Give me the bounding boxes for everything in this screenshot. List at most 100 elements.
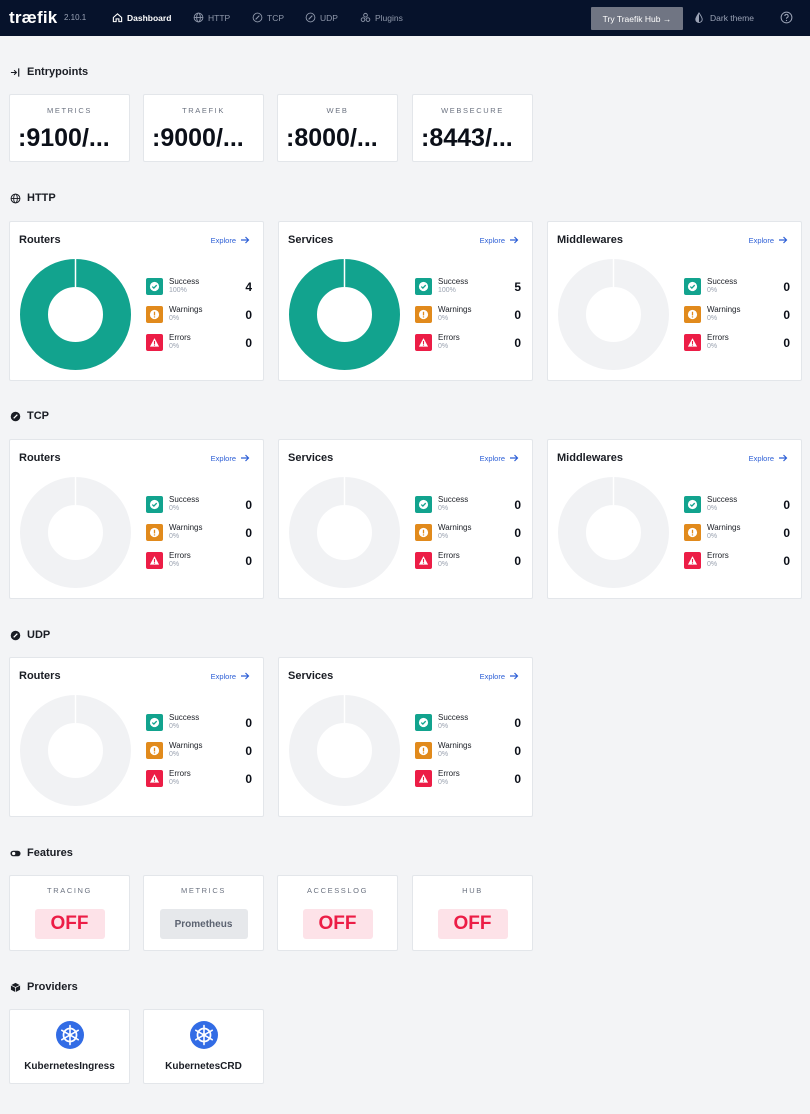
legend-label: Warnings (169, 523, 203, 532)
errors-badge (415, 334, 432, 351)
arrow-right-icon (510, 236, 519, 244)
legend-percent: 0% (707, 343, 718, 350)
feature-label: HUB (462, 886, 483, 895)
legend-warnings: Warnings 0% 0 (146, 304, 252, 326)
nav-tcp-label: TCP (267, 12, 284, 23)
legend-label: Errors (707, 333, 729, 342)
legend-percent: 0% (169, 343, 180, 350)
explore-label: Explore (479, 671, 505, 681)
entrypoint-address: :9100/... (18, 124, 110, 152)
traefik-logo[interactable]: træfik (9, 8, 58, 27)
alert-triangle-icon (687, 338, 698, 347)
legend-label: Success (438, 713, 469, 722)
warnings-badge (684, 524, 701, 541)
explore-link[interactable]: Explore (749, 453, 788, 463)
top-navbar: træfik 2.10.1 Dashboard HTTP TCP UDP Plu… (0, 0, 810, 36)
explore-label: Explore (748, 453, 774, 463)
legend-percent: 0% (707, 533, 718, 540)
arrow-right-icon (241, 454, 250, 462)
help-icon[interactable] (780, 11, 793, 24)
legend-label: Warnings (169, 305, 203, 314)
entrypoint-label: TRAEFIK (182, 106, 225, 115)
warnings-badge (146, 524, 163, 541)
section-http-title: HTTP (27, 192, 56, 204)
success-badge (415, 714, 432, 731)
legend-percent: 0% (438, 315, 449, 322)
section-tcp: TCP (10, 410, 49, 422)
section-features-title: Features (27, 847, 73, 859)
nav-http[interactable]: HTTP (193, 12, 230, 23)
legend-label: Warnings (438, 741, 472, 750)
nav-plugins[interactable]: Plugins (360, 12, 403, 23)
provider-card-kubernetes-crd[interactable]: KubernetesCRD (143, 1009, 264, 1084)
warning-circle-icon (418, 745, 429, 756)
explore-link[interactable]: Explore (211, 671, 250, 681)
alert-triangle-icon (418, 556, 429, 565)
legend-count: 0 (783, 526, 790, 540)
check-circle-icon (149, 281, 160, 292)
legend-errors: Errors 0% 0 (415, 550, 521, 572)
check-circle-icon (149, 499, 160, 510)
feature-label: TRACING (47, 886, 92, 895)
legend-count: 0 (245, 336, 252, 350)
legend-count: 0 (245, 744, 252, 758)
legend-percent: 100% (438, 287, 456, 294)
explore-link[interactable]: Explore (211, 453, 250, 463)
arrow-right-icon (241, 672, 250, 680)
legend-percent: 100% (169, 287, 187, 294)
nav-tcp[interactable]: TCP (252, 12, 284, 23)
legend-count: 0 (245, 308, 252, 322)
section-entrypoints-title: Entrypoints (27, 66, 89, 78)
legend-percent: 0% (169, 751, 180, 758)
section-providers-title: Providers (27, 981, 78, 993)
dark-theme-toggle[interactable]: Dark theme (694, 12, 754, 23)
explore-link[interactable]: Explore (211, 235, 250, 245)
status-donut-chart (558, 477, 669, 588)
warning-circle-icon (149, 527, 160, 538)
legend-label: Success (169, 495, 200, 504)
check-circle-icon (418, 717, 429, 728)
alert-triangle-icon (418, 774, 429, 783)
nav-udp-label: UDP (320, 12, 338, 23)
legend-percent: 0% (169, 505, 180, 512)
legend-warnings: Warnings 0% 0 (415, 740, 521, 762)
legend-warnings: Warnings 0% 0 (146, 522, 252, 544)
status-donut-chart (289, 695, 400, 806)
version-label: 2.10.1 (64, 13, 87, 22)
success-badge (146, 714, 163, 731)
warnings-badge (684, 306, 701, 323)
check-circle-icon (687, 281, 698, 292)
legend-percent: 0% (169, 723, 180, 730)
legend-percent: 0% (438, 779, 449, 786)
entrypoint-card-traefik: TRAEFIK :9000/... (143, 94, 264, 162)
provider-card-kubernetes-ingress[interactable]: KubernetesIngress (9, 1009, 130, 1084)
status-donut-chart (289, 477, 400, 588)
explore-label: Explore (479, 235, 505, 245)
nav-dashboard[interactable]: Dashboard (112, 12, 171, 23)
warning-circle-icon (149, 309, 160, 320)
explore-link[interactable]: Explore (480, 453, 519, 463)
tcp-icon (10, 411, 21, 421)
feature-status-badge: OFF (34, 909, 105, 939)
legend-label: Success (438, 495, 469, 504)
explore-label: Explore (748, 235, 774, 245)
explore-link[interactable]: Explore (480, 671, 519, 681)
alert-triangle-icon (149, 774, 160, 783)
legend-percent: 0% (438, 343, 449, 350)
legend-label: Success (707, 495, 738, 504)
udp-services-card: Services Explore Success 0% 0 Warnings 0% 0 Erro… (278, 657, 533, 817)
warnings-badge (146, 306, 163, 323)
explore-label: Explore (210, 453, 236, 463)
legend-label: Success (169, 713, 200, 722)
explore-link[interactable]: Explore (749, 235, 788, 245)
card-title: Middlewares (557, 234, 624, 246)
explore-link[interactable]: Explore (480, 235, 519, 245)
legend-warnings: Warnings 0% 0 (146, 740, 252, 762)
try-traefik-hub-button[interactable]: Try Traefik Hub → (591, 7, 683, 30)
nav-udp[interactable]: UDP (305, 12, 338, 23)
explore-label: Explore (479, 453, 505, 463)
legend-count: 0 (514, 554, 521, 568)
legend-count: 0 (783, 308, 790, 322)
feature-label: ACCESSLOG (306, 886, 369, 895)
plugins-icon (360, 12, 371, 22)
